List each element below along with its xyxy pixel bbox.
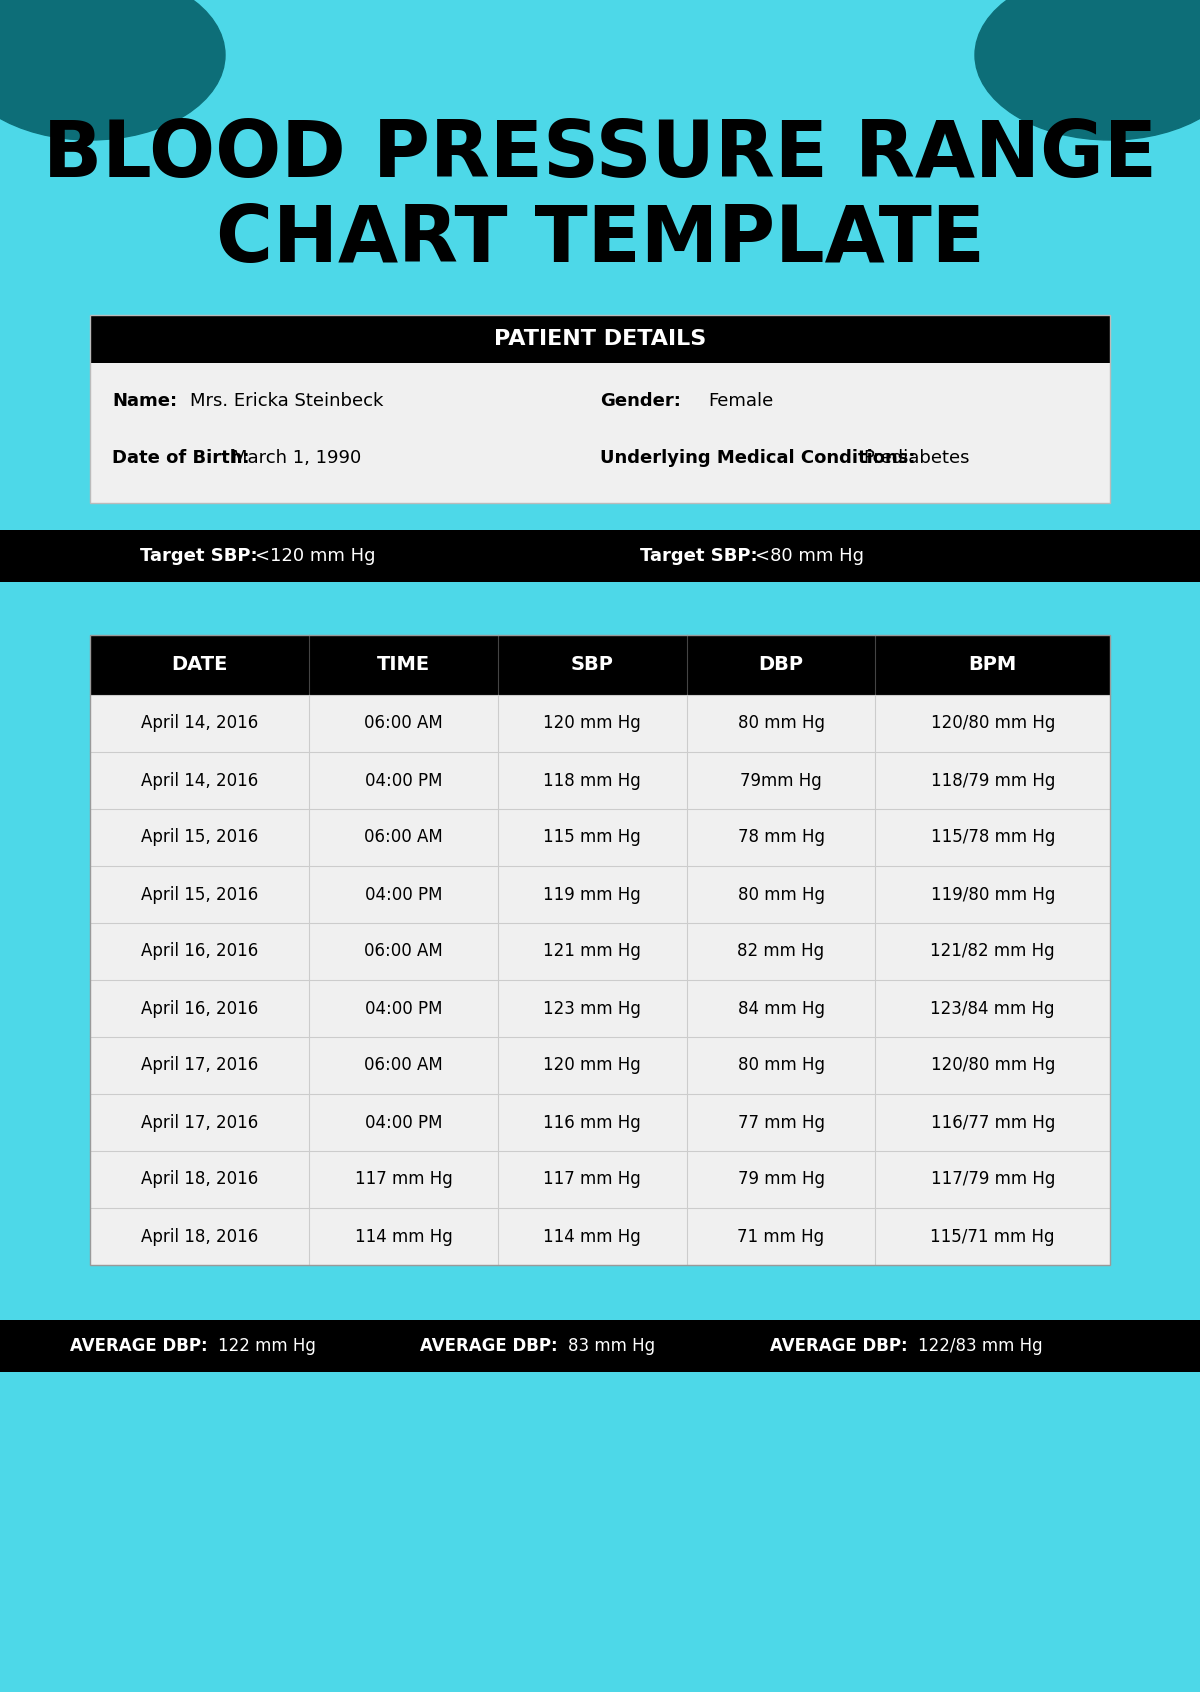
Text: <80 mm Hg: <80 mm Hg — [755, 547, 864, 565]
Text: 79mm Hg: 79mm Hg — [740, 772, 822, 790]
Text: 117 mm Hg: 117 mm Hg — [355, 1171, 452, 1188]
Text: 117/79 mm Hg: 117/79 mm Hg — [930, 1171, 1055, 1188]
Text: Female: Female — [708, 393, 773, 409]
Bar — [90, 364, 1110, 503]
Text: <120 mm Hg: <120 mm Hg — [256, 547, 376, 565]
Text: April 15, 2016: April 15, 2016 — [142, 885, 258, 904]
Text: 120 mm Hg: 120 mm Hg — [544, 714, 641, 733]
Text: 82 mm Hg: 82 mm Hg — [738, 942, 824, 961]
Text: 118 mm Hg: 118 mm Hg — [544, 772, 641, 790]
Text: 118/79 mm Hg: 118/79 mm Hg — [930, 772, 1055, 790]
Text: 117 mm Hg: 117 mm Hg — [544, 1171, 641, 1188]
Text: BPM: BPM — [968, 655, 1016, 675]
Text: April 16, 2016: April 16, 2016 — [142, 942, 258, 961]
Text: PATIENT DETAILS: PATIENT DETAILS — [494, 328, 706, 349]
Text: 114 mm Hg: 114 mm Hg — [355, 1227, 452, 1245]
Text: Target SBP:: Target SBP: — [140, 547, 258, 565]
Text: April 18, 2016: April 18, 2016 — [142, 1227, 258, 1245]
Text: 78 mm Hg: 78 mm Hg — [738, 829, 824, 846]
Text: April 14, 2016: April 14, 2016 — [142, 714, 258, 733]
Text: CHART TEMPLATE: CHART TEMPLATE — [216, 201, 984, 277]
Text: April 18, 2016: April 18, 2016 — [142, 1171, 258, 1188]
Text: April 16, 2016: April 16, 2016 — [142, 1000, 258, 1017]
Text: 80 mm Hg: 80 mm Hg — [738, 714, 824, 733]
Bar — [0, 530, 1200, 582]
Text: 123 mm Hg: 123 mm Hg — [544, 1000, 641, 1017]
Ellipse shape — [974, 0, 1200, 140]
Text: Gender:: Gender: — [600, 393, 680, 409]
Ellipse shape — [0, 0, 226, 140]
Text: 123/84 mm Hg: 123/84 mm Hg — [930, 1000, 1055, 1017]
Text: 80 mm Hg: 80 mm Hg — [738, 885, 824, 904]
Text: 04:00 PM: 04:00 PM — [365, 1113, 443, 1132]
Bar — [90, 634, 1110, 695]
Text: 122 mm Hg: 122 mm Hg — [218, 1337, 316, 1355]
Text: Prediabetes: Prediabetes — [863, 448, 970, 467]
Text: TIME: TIME — [377, 655, 431, 675]
Text: 04:00 PM: 04:00 PM — [365, 772, 443, 790]
Text: 06:00 AM: 06:00 AM — [365, 942, 443, 961]
Text: 83 mm Hg: 83 mm Hg — [568, 1337, 655, 1355]
Text: 120/80 mm Hg: 120/80 mm Hg — [930, 714, 1055, 733]
Text: April 15, 2016: April 15, 2016 — [142, 829, 258, 846]
Text: 04:00 PM: 04:00 PM — [365, 885, 443, 904]
Text: April 14, 2016: April 14, 2016 — [142, 772, 258, 790]
Text: DBP: DBP — [758, 655, 804, 675]
Bar — [90, 634, 1110, 1266]
Text: 115/71 mm Hg: 115/71 mm Hg — [930, 1227, 1055, 1245]
Text: 114 mm Hg: 114 mm Hg — [544, 1227, 641, 1245]
Text: DATE: DATE — [172, 655, 228, 675]
Text: Date of Birth:: Date of Birth: — [112, 448, 250, 467]
Text: Mrs. Ericka Steinbeck: Mrs. Ericka Steinbeck — [190, 393, 383, 409]
Text: 119 mm Hg: 119 mm Hg — [544, 885, 641, 904]
Text: 06:00 AM: 06:00 AM — [365, 1056, 443, 1074]
Text: April 17, 2016: April 17, 2016 — [142, 1056, 258, 1074]
Text: 116/77 mm Hg: 116/77 mm Hg — [930, 1113, 1055, 1132]
Text: AVERAGE DBP:: AVERAGE DBP: — [70, 1337, 208, 1355]
Bar — [90, 315, 1110, 364]
Text: 120/80 mm Hg: 120/80 mm Hg — [930, 1056, 1055, 1074]
Text: 06:00 AM: 06:00 AM — [365, 829, 443, 846]
Text: SBP: SBP — [571, 655, 613, 675]
Text: 80 mm Hg: 80 mm Hg — [738, 1056, 824, 1074]
Text: 04:00 PM: 04:00 PM — [365, 1000, 443, 1017]
Text: 115 mm Hg: 115 mm Hg — [544, 829, 641, 846]
Text: 79 mm Hg: 79 mm Hg — [738, 1171, 824, 1188]
Text: AVERAGE DBP:: AVERAGE DBP: — [770, 1337, 907, 1355]
Text: 84 mm Hg: 84 mm Hg — [738, 1000, 824, 1017]
Text: AVERAGE DBP:: AVERAGE DBP: — [420, 1337, 558, 1355]
Text: 121 mm Hg: 121 mm Hg — [544, 942, 641, 961]
Bar — [0, 1320, 1200, 1372]
Text: 120 mm Hg: 120 mm Hg — [544, 1056, 641, 1074]
Text: 06:00 AM: 06:00 AM — [365, 714, 443, 733]
Text: 121/82 mm Hg: 121/82 mm Hg — [930, 942, 1055, 961]
Text: March 1, 1990: March 1, 1990 — [232, 448, 361, 467]
Text: 119/80 mm Hg: 119/80 mm Hg — [930, 885, 1055, 904]
Text: 71 mm Hg: 71 mm Hg — [738, 1227, 824, 1245]
Text: 122/83 mm Hg: 122/83 mm Hg — [918, 1337, 1043, 1355]
Text: Name:: Name: — [112, 393, 178, 409]
Text: Target SBP:: Target SBP: — [640, 547, 757, 565]
Text: 116 mm Hg: 116 mm Hg — [544, 1113, 641, 1132]
Bar — [90, 695, 1110, 1266]
Bar — [90, 315, 1110, 503]
Text: Underlying Medical Conditions:: Underlying Medical Conditions: — [600, 448, 916, 467]
Text: BLOOD PRESSURE RANGE: BLOOD PRESSURE RANGE — [43, 117, 1157, 193]
Text: 77 mm Hg: 77 mm Hg — [738, 1113, 824, 1132]
Text: 115/78 mm Hg: 115/78 mm Hg — [930, 829, 1055, 846]
Text: April 17, 2016: April 17, 2016 — [142, 1113, 258, 1132]
